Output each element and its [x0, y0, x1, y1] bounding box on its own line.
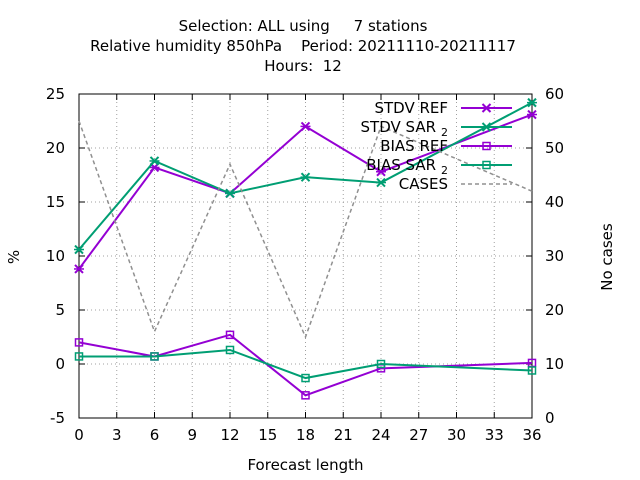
y2-tick-label: 30: [545, 247, 564, 265]
data-point: [74, 338, 84, 347]
x-tick-label: 0: [74, 426, 84, 444]
x-axis-label: Forecast length: [247, 456, 363, 474]
data-point: [481, 122, 492, 132]
series-bias-sar-2: [74, 345, 537, 383]
x-tick-label: 24: [371, 426, 390, 444]
legend-label: CASES: [399, 175, 448, 193]
data-point: [300, 172, 311, 182]
legend-label: STDV SAR 2: [361, 118, 448, 139]
title-line-3: Hours: 12: [264, 57, 342, 75]
y2-tick-label: 0: [545, 409, 555, 427]
y2-axis-label: No cases: [598, 223, 616, 291]
series-bias-ref: [74, 330, 537, 400]
y-tick-label: 25: [46, 85, 65, 103]
data-point: [376, 177, 386, 188]
axis-ticks: 0 3 6 9 12 15 18 21 24 27 30 33 36-50510152025010203…: [46, 85, 564, 444]
chart-title: Selection: ALL using 7 stations Relative…: [0, 16, 606, 76]
x-tick-label: 3: [112, 426, 122, 444]
data-point: [74, 352, 84, 361]
legend-item: BIAS SAR 2: [366, 156, 512, 177]
x-tick-label: 21: [334, 426, 353, 444]
data-point: [225, 330, 235, 340]
data-point: [376, 359, 386, 369]
data-point: [301, 373, 310, 383]
x-tick-label: 30: [447, 426, 466, 444]
data-point: [481, 103, 492, 113]
data-point: [301, 391, 310, 400]
legend-item: STDV SAR 2: [361, 118, 512, 139]
x-tick-label: 9: [187, 426, 197, 444]
series-stdv-sar-2: [74, 97, 537, 255]
y-tick-label: 15: [46, 193, 65, 211]
series-line: [78, 101, 533, 251]
y2-tick-label: 50: [545, 139, 564, 157]
legend-item: CASES: [399, 175, 512, 193]
y-tick-label: 20: [46, 139, 65, 157]
title-line-1: Selection: ALL using 7 stations: [178, 17, 428, 35]
x-tick-label: 6: [150, 426, 160, 444]
grid: [79, 94, 532, 418]
series-line: [78, 113, 533, 270]
x-tick-label: 36: [522, 426, 541, 444]
data-point: [74, 244, 84, 255]
y-tick-label: -5: [50, 409, 65, 427]
legend-label-subscript: 2: [441, 126, 448, 139]
series-line: [78, 120, 533, 340]
x-tick-label: 27: [409, 426, 428, 444]
series-line: [79, 348, 533, 380]
legend-label-subscript: 2: [441, 164, 448, 177]
data-point: [150, 352, 159, 361]
data-point: [527, 366, 537, 375]
data-point: [300, 121, 311, 132]
data-point: [527, 97, 537, 108]
data-point: [482, 160, 491, 170]
legend-label: BIAS REF: [380, 137, 448, 155]
y2-tick-label: 40: [545, 193, 564, 211]
x-tick-label: 18: [296, 426, 315, 444]
data-point: [74, 264, 84, 274]
legend-item: BIAS REF: [380, 137, 512, 155]
legend-label: BIAS SAR 2: [366, 156, 448, 177]
data-point: [149, 156, 160, 166]
data-point: [225, 188, 235, 199]
legend-label: STDV REF: [374, 99, 448, 117]
y-tick-label: 5: [55, 301, 65, 319]
y2-tick-label: 20: [545, 301, 564, 319]
y2-tick-label: 10: [545, 355, 564, 373]
series-group: [74, 97, 537, 400]
series-line: [78, 333, 533, 397]
title-line-2: Relative humidity 850hPa Period: 2021111…: [90, 37, 516, 55]
data-point: [482, 141, 491, 151]
data-point: [225, 345, 235, 355]
x-tick-label: 12: [220, 426, 239, 444]
series-cases: [78, 120, 533, 340]
legend-item: STDV REF: [374, 99, 512, 117]
x-tick-label: 33: [485, 426, 504, 444]
data-point: [376, 167, 386, 177]
y-axis-label: %: [5, 250, 23, 264]
y-tick-label: 0: [55, 355, 65, 373]
data-point: [527, 109, 537, 120]
x-tick-label: 15: [258, 426, 277, 444]
y-tick-label: 10: [46, 247, 65, 265]
y2-tick-label: 60: [545, 85, 564, 103]
